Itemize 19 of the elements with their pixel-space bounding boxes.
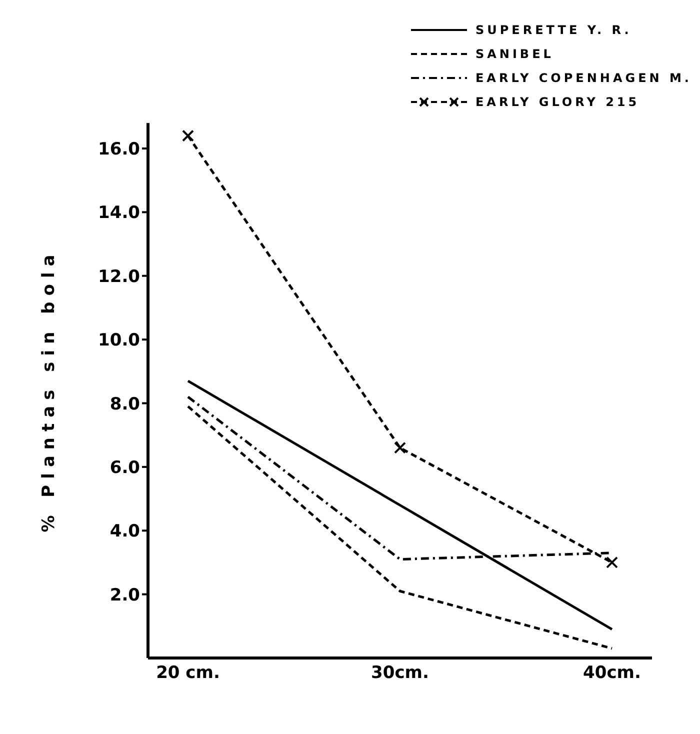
y-tick-label: 14.0: [98, 203, 140, 224]
y-tick-label: 16.0: [98, 140, 140, 160]
point: [182, 130, 194, 142]
y-tick-label: 10.0: [98, 330, 140, 351]
y-tick-label: 2.0: [110, 585, 140, 606]
point: [606, 556, 618, 568]
y-tick-label: 6.0: [110, 458, 140, 478]
legend-label: EARLY GLORY 215: [475, 95, 640, 109]
legend-label: EARLY COPENHAGEN M.: [475, 71, 692, 85]
x-tick-label: 30cm.: [371, 663, 429, 684]
point: [394, 442, 406, 454]
legend-label: SUPERETTE Y. R.: [475, 23, 632, 37]
y-tick-label: 4.0: [110, 522, 140, 542]
legend-label: SANIBEL: [475, 47, 554, 61]
x-tick-label: 40cm.: [583, 663, 641, 684]
y-tick-label: 12.0: [98, 266, 140, 287]
y-axis-title: % Plantas sin bola: [39, 248, 60, 532]
y-tick-label: 8.0: [110, 394, 140, 414]
x-tick-label: 20 cm.: [156, 663, 220, 684]
